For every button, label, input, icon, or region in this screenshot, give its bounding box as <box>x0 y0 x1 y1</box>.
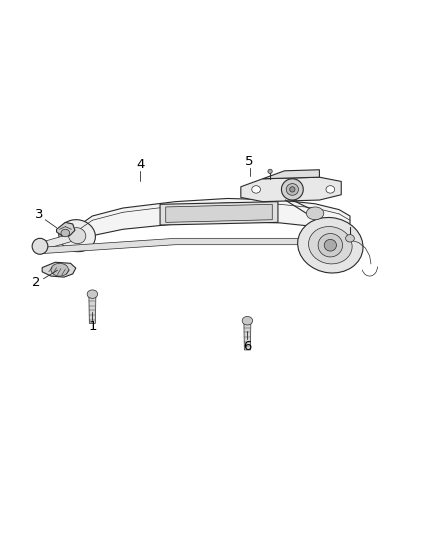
Ellipse shape <box>252 185 261 193</box>
Ellipse shape <box>324 239 336 251</box>
Ellipse shape <box>318 233 343 257</box>
Ellipse shape <box>59 220 95 252</box>
Polygon shape <box>77 198 350 245</box>
Ellipse shape <box>268 169 272 173</box>
Ellipse shape <box>290 187 295 192</box>
Polygon shape <box>160 201 278 225</box>
Polygon shape <box>40 232 77 251</box>
Ellipse shape <box>346 235 354 242</box>
Text: 5: 5 <box>245 155 254 168</box>
Ellipse shape <box>68 228 86 244</box>
Text: 3: 3 <box>35 208 43 221</box>
Ellipse shape <box>308 227 352 264</box>
Polygon shape <box>89 296 96 324</box>
Ellipse shape <box>286 183 298 195</box>
Ellipse shape <box>32 238 48 254</box>
Polygon shape <box>241 177 341 201</box>
Polygon shape <box>42 262 76 277</box>
Text: 6: 6 <box>243 340 251 353</box>
Ellipse shape <box>298 217 363 273</box>
Ellipse shape <box>306 207 324 220</box>
Text: 1: 1 <box>88 320 97 333</box>
Polygon shape <box>40 238 350 254</box>
Text: 2: 2 <box>32 276 41 289</box>
Ellipse shape <box>61 229 70 237</box>
Polygon shape <box>263 169 319 179</box>
Polygon shape <box>244 322 251 350</box>
Ellipse shape <box>51 263 68 276</box>
Ellipse shape <box>242 317 253 325</box>
Ellipse shape <box>87 290 98 298</box>
Ellipse shape <box>326 185 335 193</box>
Polygon shape <box>57 222 75 236</box>
Ellipse shape <box>282 179 303 200</box>
Polygon shape <box>166 204 272 222</box>
Text: 4: 4 <box>136 158 145 171</box>
